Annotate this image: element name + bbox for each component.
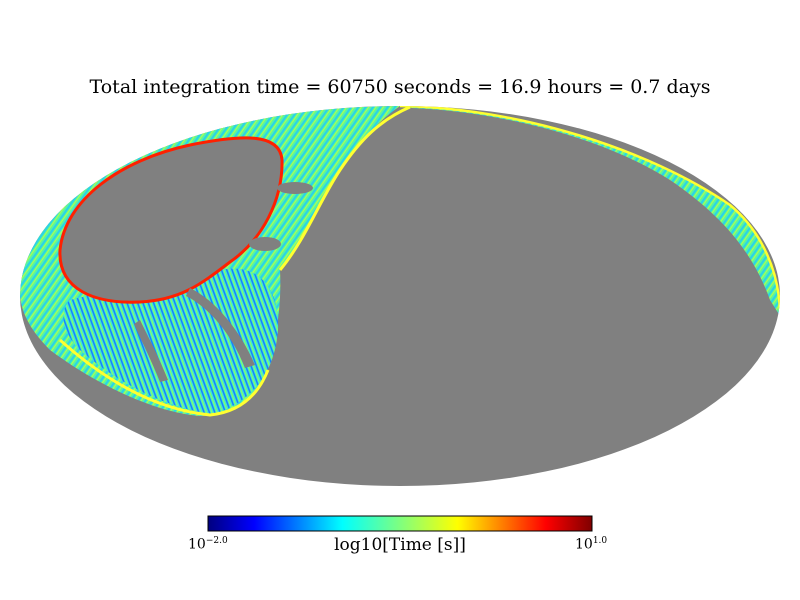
rim-edge [399, 106, 780, 317]
gap-strip [186, 288, 255, 368]
gap-strip [134, 320, 168, 382]
colorbar-max-tick: 101.0 [575, 536, 608, 553]
chart-title: Total integration time = 60750 seconds =… [89, 76, 711, 98]
unobserved-hole [58, 136, 284, 304]
rim-lower [58, 338, 270, 417]
colorbar-min-tick: 10−2.0 [188, 536, 228, 553]
gap-ellipse [249, 237, 281, 251]
colorbar-label: log10[Time [s]] [334, 535, 466, 555]
gap-ellipse [277, 182, 313, 194]
rim-band [278, 106, 411, 271]
coverage-region [20, 106, 780, 417]
colorbar [207, 515, 593, 532]
coverage-lobe [63, 268, 279, 414]
